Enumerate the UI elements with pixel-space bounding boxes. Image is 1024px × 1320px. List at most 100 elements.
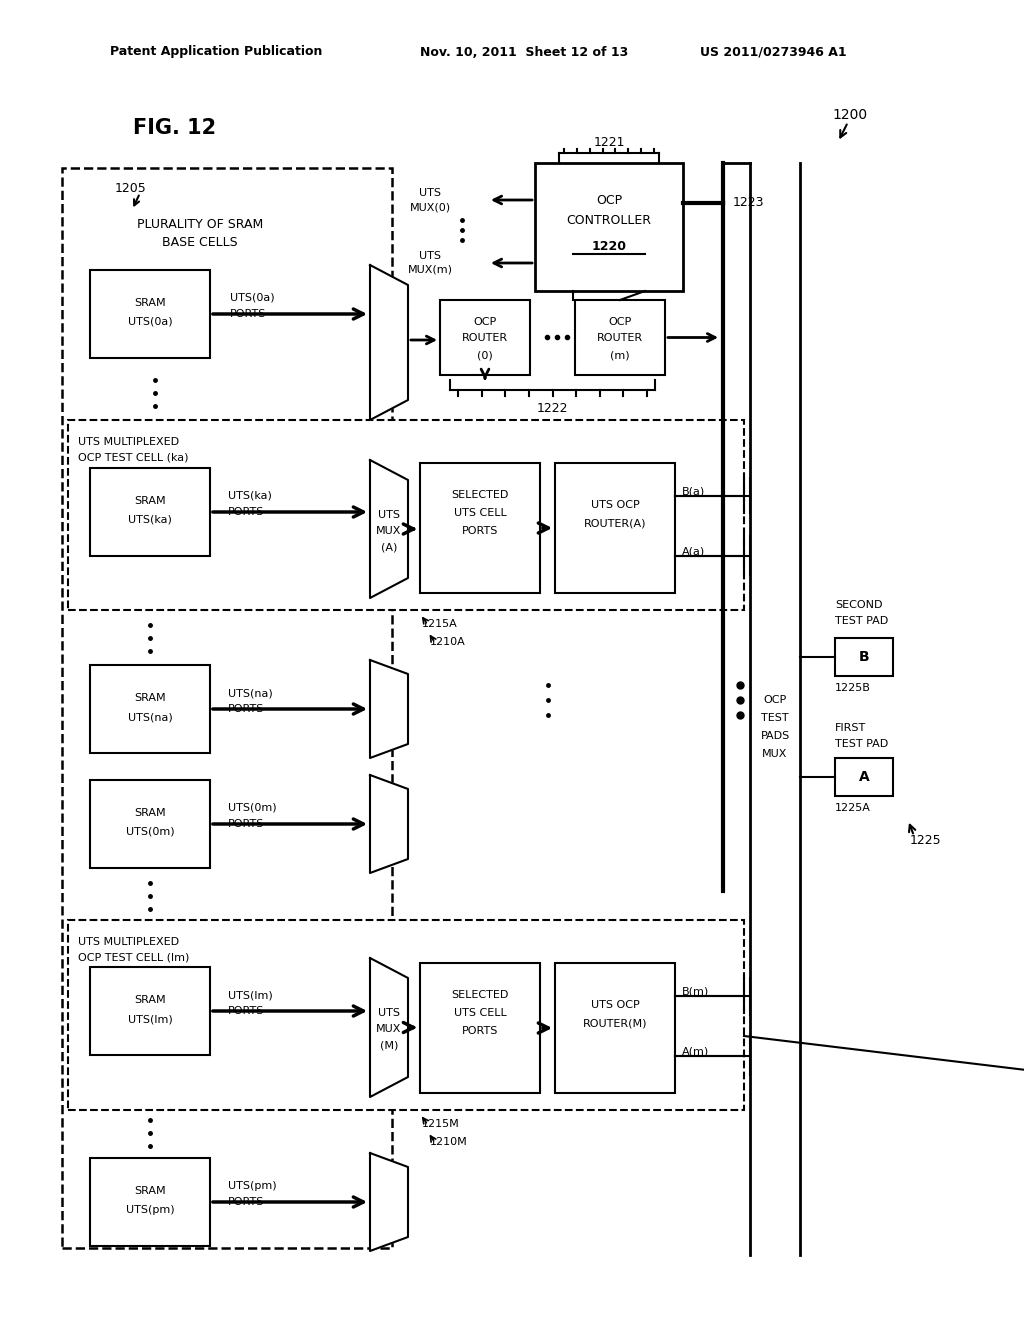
Bar <box>90 469 210 556</box>
Text: MUX: MUX <box>762 748 787 759</box>
Text: 1225B: 1225B <box>835 682 870 693</box>
Text: ROUTER: ROUTER <box>462 333 508 343</box>
Text: UTS: UTS <box>378 510 400 520</box>
Bar <box>555 964 675 1093</box>
Text: MUX(m): MUX(m) <box>408 265 453 275</box>
Text: 1225: 1225 <box>910 833 942 846</box>
Text: UTS CELL: UTS CELL <box>454 1008 507 1018</box>
Text: B(m): B(m) <box>682 986 710 997</box>
Polygon shape <box>370 1152 408 1251</box>
Text: UTS(ka): UTS(ka) <box>128 515 172 525</box>
Text: OCP: OCP <box>763 696 786 705</box>
Text: OCP TEST CELL (ka): OCP TEST CELL (ka) <box>78 453 188 463</box>
Text: 1221: 1221 <box>593 136 625 149</box>
Polygon shape <box>370 660 408 758</box>
Text: 1210M: 1210M <box>430 1137 468 1147</box>
Text: TEST PAD: TEST PAD <box>835 616 888 626</box>
Bar <box>90 780 210 869</box>
Bar <box>835 758 893 796</box>
Text: UTS: UTS <box>378 1008 400 1019</box>
Text: PLURALITY OF SRAM: PLURALITY OF SRAM <box>137 219 263 231</box>
Text: PORTS: PORTS <box>462 525 499 536</box>
Polygon shape <box>370 775 408 873</box>
Text: SRAM: SRAM <box>134 808 166 818</box>
Text: UTS MULTIPLEXED: UTS MULTIPLEXED <box>78 437 179 447</box>
Text: SRAM: SRAM <box>134 1185 166 1196</box>
Bar <box>90 968 210 1055</box>
Bar <box>575 300 665 375</box>
Text: BASE CELLS: BASE CELLS <box>162 235 238 248</box>
Text: PORTS: PORTS <box>228 507 264 517</box>
Text: TEST: TEST <box>761 713 788 723</box>
Bar <box>555 463 675 593</box>
Text: ROUTER(A): ROUTER(A) <box>584 517 646 528</box>
Text: A(m): A(m) <box>682 1045 710 1056</box>
Text: UTS(0m): UTS(0m) <box>228 803 276 813</box>
Text: (A): (A) <box>381 543 397 552</box>
Text: UTS(ka): UTS(ka) <box>228 491 272 502</box>
Bar <box>68 420 744 610</box>
Text: SRAM: SRAM <box>134 995 166 1005</box>
Text: MUX: MUX <box>376 1024 401 1035</box>
Text: US 2011/0273946 A1: US 2011/0273946 A1 <box>700 45 847 58</box>
Text: UTS CELL: UTS CELL <box>454 508 507 517</box>
Polygon shape <box>370 459 408 598</box>
Text: PORTS: PORTS <box>228 818 264 829</box>
Text: OCP: OCP <box>473 317 497 327</box>
Text: 1223: 1223 <box>733 197 765 210</box>
Text: MUX(0): MUX(0) <box>410 202 451 213</box>
Text: Nov. 10, 2011  Sheet 12 of 13: Nov. 10, 2011 Sheet 12 of 13 <box>420 45 629 58</box>
Text: 1220: 1220 <box>592 239 627 252</box>
Text: UTS(lm): UTS(lm) <box>228 990 272 1001</box>
Text: PORTS: PORTS <box>228 1006 264 1016</box>
Bar <box>835 638 893 676</box>
Text: (M): (M) <box>380 1040 398 1051</box>
Text: UTS(0m): UTS(0m) <box>126 828 174 837</box>
Text: PADS: PADS <box>761 731 790 741</box>
Text: UTS OCP: UTS OCP <box>591 1001 639 1010</box>
Bar <box>420 463 540 593</box>
Text: (m): (m) <box>610 351 630 360</box>
Polygon shape <box>370 265 408 420</box>
Bar <box>62 168 392 1247</box>
Bar <box>535 162 683 290</box>
Text: UTS(na): UTS(na) <box>228 688 272 698</box>
Text: UTS(pm): UTS(pm) <box>228 1181 276 1191</box>
Text: UTS(0a): UTS(0a) <box>230 293 274 304</box>
Text: PORTS: PORTS <box>228 704 264 714</box>
Text: 1205: 1205 <box>115 181 146 194</box>
Text: B(a): B(a) <box>682 486 706 496</box>
Text: OCP TEST CELL (lm): OCP TEST CELL (lm) <box>78 953 189 964</box>
Text: 1215M: 1215M <box>422 1119 460 1129</box>
Text: 1225A: 1225A <box>835 803 870 813</box>
Text: Patent Application Publication: Patent Application Publication <box>110 45 323 58</box>
Text: UTS OCP: UTS OCP <box>591 500 639 510</box>
Bar <box>420 964 540 1093</box>
Text: A(a): A(a) <box>682 546 706 556</box>
Text: UTS(na): UTS(na) <box>128 711 172 722</box>
Text: SELECTED: SELECTED <box>452 990 509 1001</box>
Text: ROUTER(M): ROUTER(M) <box>583 1018 647 1028</box>
Bar <box>90 665 210 752</box>
Text: 1215A: 1215A <box>422 619 458 630</box>
Text: UTS(pm): UTS(pm) <box>126 1205 174 1214</box>
Text: FIRST: FIRST <box>835 723 866 733</box>
Bar <box>68 920 744 1110</box>
Text: UTS(lm): UTS(lm) <box>128 1014 172 1024</box>
Text: 1222: 1222 <box>537 401 568 414</box>
Bar <box>90 1158 210 1246</box>
Text: B: B <box>859 649 869 664</box>
Text: FIG. 12: FIG. 12 <box>133 117 216 139</box>
Text: (0): (0) <box>477 351 493 360</box>
Text: UTS: UTS <box>419 187 441 198</box>
Text: MUX: MUX <box>376 525 401 536</box>
Text: UTS: UTS <box>419 251 441 261</box>
Text: UTS(0a): UTS(0a) <box>128 317 172 327</box>
Text: OCP: OCP <box>608 317 632 327</box>
Text: PORTS: PORTS <box>228 1197 264 1206</box>
Text: SECOND: SECOND <box>835 601 883 610</box>
Text: SELECTED: SELECTED <box>452 490 509 500</box>
Bar <box>90 271 210 358</box>
Text: PORTS: PORTS <box>230 309 266 319</box>
Text: UTS MULTIPLEXED: UTS MULTIPLEXED <box>78 937 179 946</box>
